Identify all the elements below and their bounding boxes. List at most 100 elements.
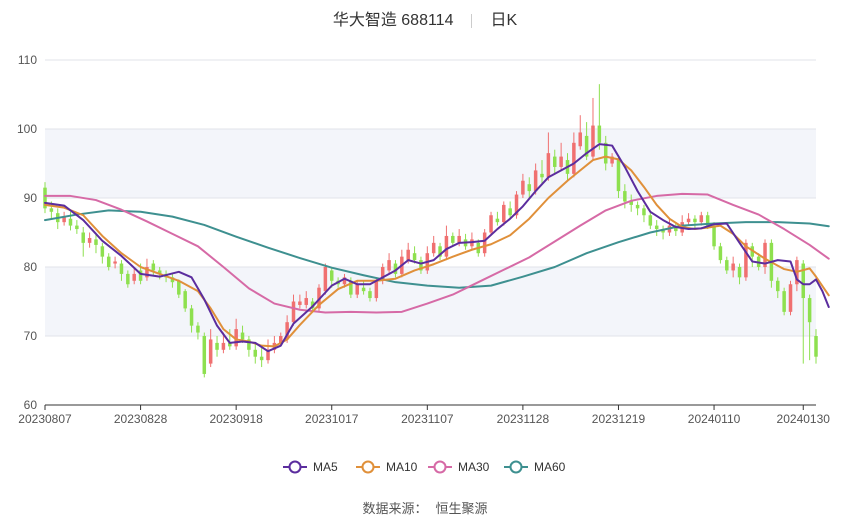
- candle-body: [686, 218, 691, 223]
- candle-body: [521, 180, 525, 195]
- y-axis: 60 70 80 90 100 110: [17, 53, 37, 412]
- legend-label: MA30: [458, 460, 490, 474]
- y-tick-label: 110: [18, 53, 37, 67]
- candle: [387, 253, 391, 274]
- candle: [215, 336, 219, 357]
- chart-title: 华大智造 688114: [332, 12, 454, 29]
- candle: [648, 211, 653, 230]
- x-tick-label: 20231219: [592, 412, 646, 426]
- candle-body: [196, 325, 200, 333]
- candle-body: [49, 208, 54, 212]
- candle: [189, 304, 194, 333]
- candle-body: [725, 260, 729, 271]
- candle-body: [744, 242, 748, 278]
- candle: [782, 287, 786, 316]
- candle-body: [776, 280, 780, 292]
- candle-body: [807, 298, 812, 323]
- candle-body: [113, 261, 117, 264]
- candle-body: [43, 187, 47, 209]
- candle-body: [552, 156, 557, 167]
- legend: MA5 MA10 MA30 MA60: [283, 460, 566, 474]
- candle: [527, 177, 532, 198]
- plot-band: [45, 129, 816, 198]
- candle-body: [699, 215, 704, 223]
- candle-body: [406, 249, 410, 261]
- candle-body: [119, 263, 124, 274]
- candle-body: [361, 287, 366, 292]
- candle-body: [438, 246, 442, 257]
- candle-body: [642, 208, 646, 216]
- ma60-line: [44, 209, 830, 289]
- candle: [170, 273, 175, 288]
- legend-item-ma10[interactable]: MA10: [356, 460, 418, 474]
- candle-body: [100, 246, 105, 257]
- candle-body: [546, 153, 551, 178]
- legend-item-ma5[interactable]: MA5: [283, 460, 338, 474]
- candle: [62, 211, 66, 226]
- data-source: 数据来源： 恒生聚源: [0, 498, 850, 517]
- x-tick-label: 20231107: [401, 412, 454, 426]
- candle: [731, 256, 735, 278]
- candle: [43, 182, 47, 214]
- candle: [323, 263, 328, 295]
- candle: [183, 289, 187, 312]
- legend-label: MA60: [534, 460, 566, 474]
- candle: [221, 332, 226, 354]
- x-tick-label: 20231128: [497, 412, 550, 426]
- candle-body: [705, 215, 710, 226]
- chart-period[interactable]: 日K: [490, 12, 518, 29]
- candle-body: [527, 184, 532, 192]
- candle-body: [145, 267, 149, 278]
- candle-body: [355, 284, 359, 295]
- candle-body: [177, 280, 181, 295]
- candle: [151, 260, 156, 276]
- chart-header: 华大智造 688114 日K: [0, 6, 850, 30]
- candle-body: [693, 218, 697, 223]
- candle-body: [234, 329, 238, 347]
- candle-body: [489, 215, 493, 233]
- candle-body: [387, 260, 391, 271]
- candle: [546, 132, 551, 181]
- candle: [623, 184, 627, 209]
- candle: [126, 270, 130, 288]
- candle-body: [342, 277, 347, 285]
- candle: [393, 260, 398, 278]
- candle: [674, 222, 678, 236]
- candle-body: [616, 160, 621, 192]
- candle-body: [623, 191, 627, 202]
- candle-body: [253, 349, 258, 357]
- candle: [514, 191, 519, 219]
- candle-body: [431, 242, 436, 254]
- candle: [259, 346, 264, 368]
- candle-body: [87, 238, 92, 243]
- y-tick-label: 100: [17, 122, 37, 136]
- ma30-line: [44, 192, 830, 314]
- candle-body: [202, 336, 207, 374]
- legend-label: MA10: [386, 460, 418, 474]
- candle-body: [591, 125, 595, 157]
- candle-body: [635, 204, 640, 209]
- candle: [361, 280, 366, 295]
- candle: [119, 260, 124, 281]
- moving-average-lines: [44, 143, 830, 353]
- candle: [451, 232, 455, 247]
- candle: [304, 291, 309, 309]
- candle: [113, 256, 117, 269]
- candle-body: [62, 217, 66, 223]
- candle: [298, 294, 302, 309]
- candle-body: [731, 263, 735, 271]
- candle-body: [572, 142, 576, 174]
- candlestick-series: [43, 84, 818, 378]
- legend-item-ma60[interactable]: MA60: [504, 460, 566, 474]
- x-tick-label: 20231017: [305, 412, 359, 426]
- candle-body: [138, 270, 143, 281]
- candle: [788, 280, 793, 316]
- legend-item-ma30[interactable]: MA30: [428, 460, 490, 474]
- candle-body: [788, 284, 793, 312]
- candle-body: [540, 173, 544, 178]
- candle: [177, 279, 181, 299]
- candle: [75, 220, 79, 234]
- candle: [81, 226, 85, 257]
- candle-body: [712, 225, 716, 247]
